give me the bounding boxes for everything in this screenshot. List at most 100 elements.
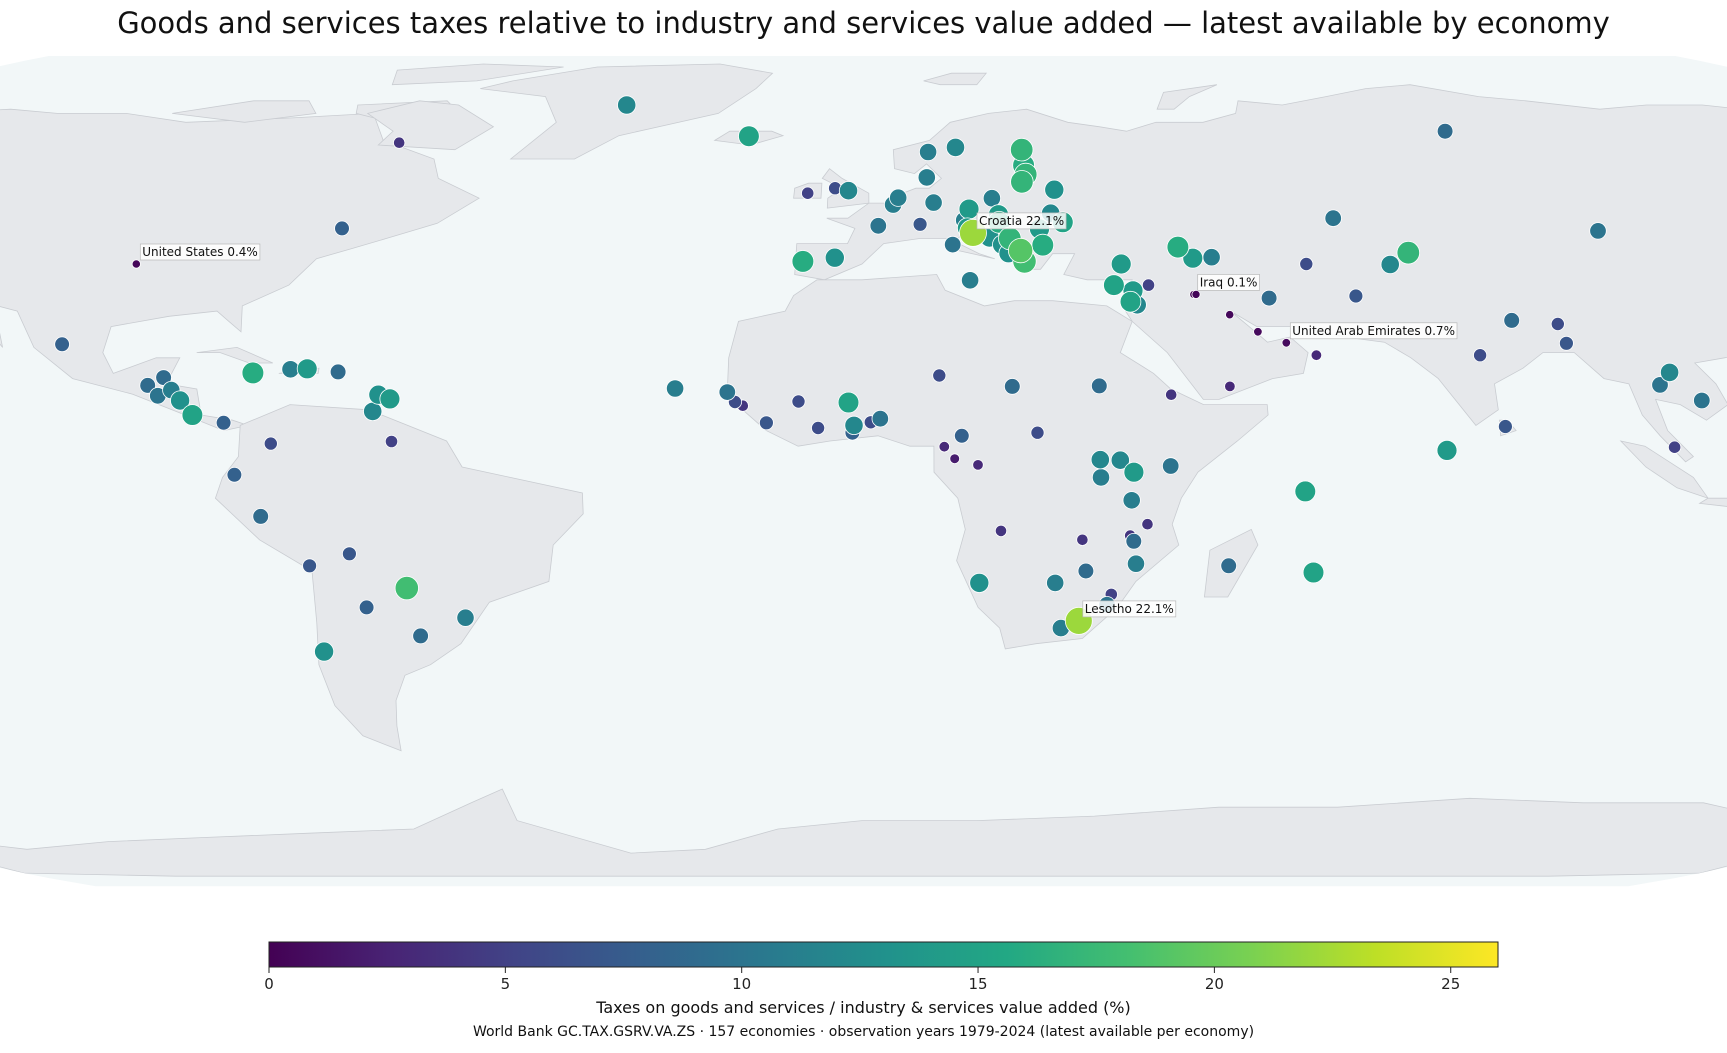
data-point[interactable] bbox=[1123, 461, 1145, 483]
data-point[interactable] bbox=[1165, 388, 1178, 401]
data-point[interactable] bbox=[1651, 376, 1669, 394]
data-point[interactable] bbox=[226, 466, 243, 483]
data-point[interactable] bbox=[379, 388, 401, 410]
data-point[interactable] bbox=[738, 125, 760, 147]
data-point[interactable] bbox=[456, 608, 475, 627]
data-point[interactable] bbox=[1182, 247, 1204, 269]
data-point[interactable] bbox=[958, 198, 980, 220]
data-point[interactable] bbox=[252, 508, 270, 525]
data-point[interactable] bbox=[170, 390, 191, 411]
data-point[interactable] bbox=[617, 95, 637, 115]
data-point[interactable] bbox=[363, 401, 383, 421]
data-point[interactable] bbox=[801, 186, 815, 200]
data-point[interactable] bbox=[838, 181, 859, 201]
data-point[interactable] bbox=[982, 189, 1002, 208]
data-point[interactable] bbox=[932, 368, 947, 383]
data-point[interactable] bbox=[918, 142, 938, 162]
data-point[interactable] bbox=[1324, 209, 1342, 227]
data-point[interactable] bbox=[329, 363, 347, 381]
data-point[interactable] bbox=[871, 410, 890, 428]
data-point[interactable] bbox=[1436, 122, 1454, 140]
data-point[interactable] bbox=[296, 358, 318, 380]
data-point[interactable] bbox=[1031, 233, 1055, 257]
data-point[interactable] bbox=[1010, 137, 1034, 162]
data-point[interactable] bbox=[1141, 278, 1156, 292]
data-point[interactable] bbox=[1220, 557, 1237, 575]
data-point[interactable] bbox=[1260, 289, 1278, 307]
data-point[interactable] bbox=[181, 404, 204, 426]
data-point[interactable] bbox=[1310, 349, 1323, 361]
data-point[interactable] bbox=[960, 271, 980, 290]
data-point[interactable] bbox=[1550, 316, 1565, 331]
data-point[interactable] bbox=[665, 379, 685, 398]
data-point[interactable] bbox=[334, 220, 350, 237]
data-point[interactable] bbox=[1436, 439, 1458, 461]
data-point[interactable] bbox=[759, 415, 774, 431]
data-point[interactable] bbox=[945, 137, 966, 158]
data-point[interactable] bbox=[341, 546, 357, 562]
data-point[interactable] bbox=[215, 414, 232, 431]
data-point[interactable] bbox=[1302, 561, 1325, 584]
data-point[interactable] bbox=[1110, 253, 1132, 275]
data-point[interactable] bbox=[1660, 362, 1680, 382]
data-point[interactable] bbox=[791, 250, 815, 273]
data-point[interactable] bbox=[1253, 327, 1263, 337]
data-point[interactable] bbox=[811, 420, 826, 435]
data-point[interactable] bbox=[953, 427, 970, 444]
data-point[interactable] bbox=[1299, 256, 1314, 271]
data-point[interactable] bbox=[393, 136, 406, 149]
data-point[interactable] bbox=[1091, 377, 1108, 395]
data-point[interactable] bbox=[924, 193, 943, 212]
data-point[interactable] bbox=[1010, 170, 1034, 194]
data-point[interactable] bbox=[1191, 289, 1201, 299]
data-point[interactable] bbox=[1125, 532, 1143, 550]
data-point[interactable] bbox=[944, 235, 962, 254]
data-point[interactable] bbox=[994, 524, 1008, 537]
data-point[interactable] bbox=[1007, 238, 1034, 264]
data-point[interactable] bbox=[263, 436, 278, 451]
data-point[interactable] bbox=[1103, 274, 1125, 296]
data-point[interactable] bbox=[1668, 440, 1682, 454]
data-point[interactable] bbox=[938, 441, 951, 453]
data-point[interactable] bbox=[314, 641, 335, 662]
data-point[interactable] bbox=[1090, 450, 1110, 470]
data-point[interactable] bbox=[1044, 179, 1065, 200]
data-point[interactable] bbox=[1693, 391, 1711, 410]
data-point[interactable] bbox=[869, 217, 888, 235]
data-point[interactable] bbox=[384, 434, 399, 449]
data-point[interactable] bbox=[1122, 491, 1141, 510]
data-point[interactable] bbox=[1003, 378, 1021, 395]
point-united-arab-emirates[interactable] bbox=[1281, 338, 1292, 348]
data-point[interactable] bbox=[1396, 240, 1421, 265]
data-point[interactable] bbox=[1202, 248, 1221, 267]
data-point[interactable] bbox=[718, 383, 737, 401]
data-point[interactable] bbox=[972, 459, 984, 471]
data-point[interactable] bbox=[1091, 468, 1111, 487]
data-point[interactable] bbox=[1589, 222, 1607, 240]
data-point[interactable] bbox=[1503, 312, 1520, 329]
data-point[interactable] bbox=[1348, 288, 1364, 304]
data-point[interactable] bbox=[1166, 235, 1190, 259]
data-point[interactable] bbox=[1224, 380, 1236, 393]
data-point[interactable] bbox=[1294, 480, 1317, 503]
point-united-states[interactable] bbox=[131, 259, 141, 269]
data-point[interactable] bbox=[358, 599, 375, 616]
data-point[interactable] bbox=[1380, 254, 1400, 275]
data-point[interactable] bbox=[844, 415, 864, 435]
data-point[interactable] bbox=[969, 572, 990, 593]
data-point[interactable] bbox=[1119, 290, 1142, 313]
data-point[interactable] bbox=[139, 377, 157, 394]
data-point[interactable] bbox=[1046, 573, 1065, 593]
data-point[interactable] bbox=[1141, 518, 1154, 531]
data-point[interactable] bbox=[1161, 457, 1180, 475]
data-point[interactable] bbox=[1077, 562, 1095, 580]
data-point[interactable] bbox=[912, 216, 928, 232]
data-point[interactable] bbox=[1473, 348, 1488, 363]
data-point[interactable] bbox=[791, 394, 806, 409]
data-point[interactable] bbox=[1559, 335, 1574, 351]
data-point[interactable] bbox=[302, 558, 318, 574]
data-point[interactable] bbox=[394, 575, 419, 601]
data-point[interactable] bbox=[1126, 554, 1146, 573]
data-point[interactable] bbox=[837, 391, 860, 414]
data-point[interactable] bbox=[412, 627, 429, 645]
